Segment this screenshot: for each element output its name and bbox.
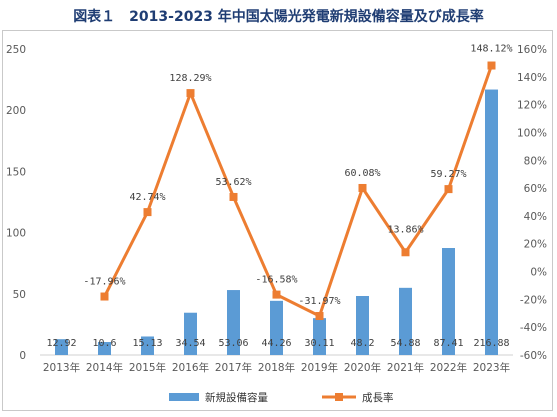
growth-rate-label: 53.62%: [215, 177, 251, 188]
growth-rate-marker: [487, 61, 496, 70]
bar: [399, 287, 412, 355]
bar-value-label: 53.06: [218, 338, 248, 349]
growth-rate-marker: [401, 248, 410, 257]
growth-rate-label: 59.27%: [430, 169, 466, 180]
right-tick-label: 140%: [517, 72, 547, 84]
chart-title: 図表１ 2013-2023 年中国太陽光発電新規設備容量及び成長率: [73, 9, 484, 25]
bar: [485, 89, 498, 355]
x-tick-label: 2017年: [215, 361, 252, 374]
right-tick-label: 20%: [524, 239, 547, 251]
bar: [442, 248, 455, 355]
growth-rate-label: 128.29%: [169, 73, 211, 84]
legend-line-marker: [335, 393, 343, 401]
growth-rate-marker: [358, 183, 367, 192]
bar-value-label: 48.2: [350, 338, 374, 349]
legend-bar-label: 新規設備容量: [205, 391, 268, 404]
bar: [227, 290, 240, 355]
x-tick-label: 2023年: [473, 361, 510, 374]
left-tick-label: 0: [19, 350, 26, 362]
bar-value-label: 216.88: [473, 338, 509, 349]
bar-value-label: 12.92: [46, 338, 76, 349]
x-tick-label: 2020年: [344, 361, 381, 374]
bar-value-label: 10.6: [92, 338, 116, 349]
bar: [98, 342, 111, 355]
bar-value-label: 34.54: [175, 338, 205, 349]
growth-rate-marker: [143, 208, 152, 217]
bar-value-label: 54.88: [390, 338, 420, 349]
x-tick-label: 2022年: [430, 361, 467, 374]
right-tick-label: 60%: [524, 183, 547, 195]
right-tick-label: 40%: [524, 211, 547, 223]
bar-value-label: 44.26: [261, 338, 291, 349]
growth-rate-line: [103, 65, 493, 318]
legend-bar-swatch: [169, 393, 199, 401]
growth-rate-marker: [229, 192, 238, 201]
bar-value-label: 30.11: [304, 338, 334, 349]
left-tick-label: 250: [6, 44, 26, 56]
bar: [141, 336, 154, 355]
bar-value-label: 15.13: [132, 338, 162, 349]
growth-rate-marker: [444, 185, 453, 194]
growth-rate-label: 148.12%: [470, 44, 512, 55]
x-tick-label: 2015年: [129, 361, 166, 374]
left-tick-label: 50: [13, 289, 26, 301]
growth-rate-label: -16.58%: [255, 275, 297, 286]
right-tick-label: 160%: [517, 44, 547, 56]
growth-rate-marker: [186, 89, 195, 98]
x-tick-label: 2018年: [258, 361, 295, 374]
x-tick-label: 2014年: [86, 361, 123, 374]
left-tick-label: 200: [6, 105, 26, 117]
bar: [184, 312, 197, 355]
bar: [356, 296, 369, 355]
growth-rate-label: 13.86%: [387, 224, 423, 235]
x-tick-label: 2021年: [387, 361, 424, 374]
right-tick-label: 0%: [530, 267, 547, 279]
right-tick-label: 80%: [524, 155, 547, 167]
bar: [313, 318, 326, 355]
growth-rate-marker: [272, 290, 281, 299]
left-tick-label: 100: [6, 228, 26, 240]
right-tick-label: 100%: [517, 127, 547, 139]
left-tick-label: 150: [6, 166, 26, 178]
growth-rate-label: 42.74%: [129, 192, 165, 203]
growth-rate-label: -17.96%: [83, 277, 125, 288]
growth-rate-label: -31.97%: [298, 296, 340, 307]
growth-rate-marker: [100, 292, 109, 301]
legend-line-label: 成長率: [362, 391, 394, 404]
right-tick-label: -20%: [520, 294, 547, 306]
x-tick-label: 2013年: [43, 361, 80, 374]
x-tick-label: 2016年: [172, 361, 209, 374]
bar: [55, 339, 68, 355]
right-tick-label: 120%: [517, 100, 547, 112]
right-tick-label: -40%: [520, 322, 547, 334]
bar: [270, 300, 283, 355]
x-tick-label: 2019年: [301, 361, 338, 374]
growth-rate-label: 60.08%: [344, 168, 380, 179]
right-tick-label: -60%: [520, 350, 547, 362]
growth-rate-marker: [315, 312, 324, 321]
bar-value-label: 87.41: [433, 338, 463, 349]
